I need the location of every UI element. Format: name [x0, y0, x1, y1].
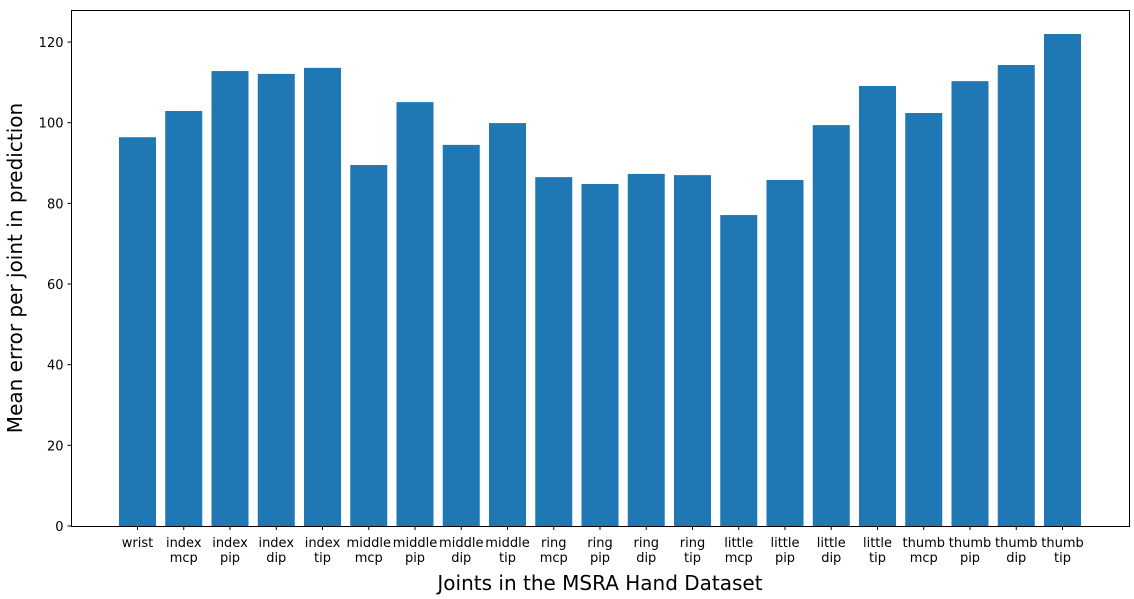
y-tick-label: 100: [39, 117, 64, 132]
x-tick-label: tip: [684, 551, 701, 566]
bar-ring-pip: [581, 184, 619, 527]
x-tick-label: ring: [680, 536, 705, 551]
x-tick-label: dip: [451, 551, 471, 566]
x-tick-label: wrist: [122, 536, 153, 551]
x-tick-label: index: [212, 536, 248, 551]
y-tick-label: 0: [55, 520, 63, 535]
x-tick-label: pip: [775, 551, 795, 566]
x-tick-label: middle: [393, 536, 437, 551]
bar-thumb-mcp: [905, 113, 943, 526]
x-tick-label: thumb: [1041, 536, 1084, 551]
x-tick-label: pip: [220, 551, 240, 566]
x-tick-label: ring: [587, 536, 612, 551]
y-tick-label: 80: [47, 197, 64, 212]
y-tick-label: 40: [47, 359, 64, 374]
x-tick-label: index: [305, 536, 341, 551]
bars-group: [119, 33, 1081, 527]
x-tick-label: little: [724, 536, 753, 551]
y-tick-label: 120: [39, 36, 64, 51]
x-tick-label: pip: [405, 551, 425, 566]
bar-wrist: [119, 137, 156, 526]
x-tick-label: little: [770, 536, 799, 551]
bar-middle-pip: [396, 102, 434, 526]
bar-little-pip: [766, 179, 804, 526]
x-tick-label: pip: [960, 551, 980, 566]
bar-thumb-dip: [997, 65, 1035, 526]
x-tick-label: thumb: [949, 536, 992, 551]
y-tick-label: 60: [47, 278, 64, 293]
bar-middle-tip: [489, 123, 526, 526]
x-tick-label: tip: [499, 551, 516, 566]
x-tick-label: ring: [634, 536, 659, 551]
bar-ring-mcp: [535, 177, 573, 526]
x-tick-label: index: [258, 536, 294, 551]
bar-thumb-pip: [951, 81, 989, 527]
x-tick-label: mcp: [355, 551, 383, 566]
x-tick-label: mcp: [170, 551, 198, 566]
x-tick-label: dip: [636, 551, 656, 566]
bar-middle-mcp: [350, 165, 388, 526]
bar-ring-dip: [627, 173, 665, 526]
x-tick-label: middle: [485, 536, 529, 551]
bar-index-tip: [304, 67, 341, 526]
x-tick-label: tip: [1054, 551, 1071, 566]
bar-little-dip: [812, 125, 850, 526]
x-tick-label: little: [817, 536, 846, 551]
x-tick-label: mcp: [910, 551, 938, 566]
x-axis-label: Joints in the MSRA Hand Dataset: [435, 571, 762, 595]
bar-index-pip: [211, 71, 249, 526]
bar-little-tip: [859, 85, 896, 527]
bar-little-mcp: [720, 215, 758, 526]
bar-index-dip: [257, 73, 295, 527]
y-tick-label: 20: [47, 439, 64, 454]
x-tick-label: dip: [266, 551, 286, 566]
x-tick-label: index: [166, 536, 202, 551]
x-axis: wrist indexmcpindexpipindexdipindextipmid…: [122, 526, 1084, 566]
x-tick-label: thumb: [903, 536, 946, 551]
plot-frame: [71, 10, 1130, 527]
x-tick-label: mcp: [540, 551, 568, 566]
x-tick-label: mcp: [725, 551, 753, 566]
x-tick-label: dip: [1006, 551, 1026, 566]
y-axis-label: Mean error per joint in prediction: [3, 103, 27, 433]
x-tick-label: tip: [314, 551, 331, 566]
x-tick-label: little: [863, 536, 892, 551]
x-tick-label: dip: [821, 551, 841, 566]
y-axis: 0 20 40 60 80 100 120: [39, 36, 72, 535]
bar-middle-dip: [442, 144, 480, 526]
x-tick-label: pip: [590, 551, 610, 566]
bar-thumb-tip: [1044, 33, 1081, 526]
x-tick-label: middle: [347, 536, 391, 551]
x-tick-label: ring: [541, 536, 566, 551]
bar-ring-tip: [674, 175, 711, 526]
x-tick-label: middle: [439, 536, 483, 551]
bar-index-mcp: [165, 111, 203, 526]
x-tick-label: tip: [869, 551, 886, 566]
x-tick-label: thumb: [995, 536, 1038, 551]
